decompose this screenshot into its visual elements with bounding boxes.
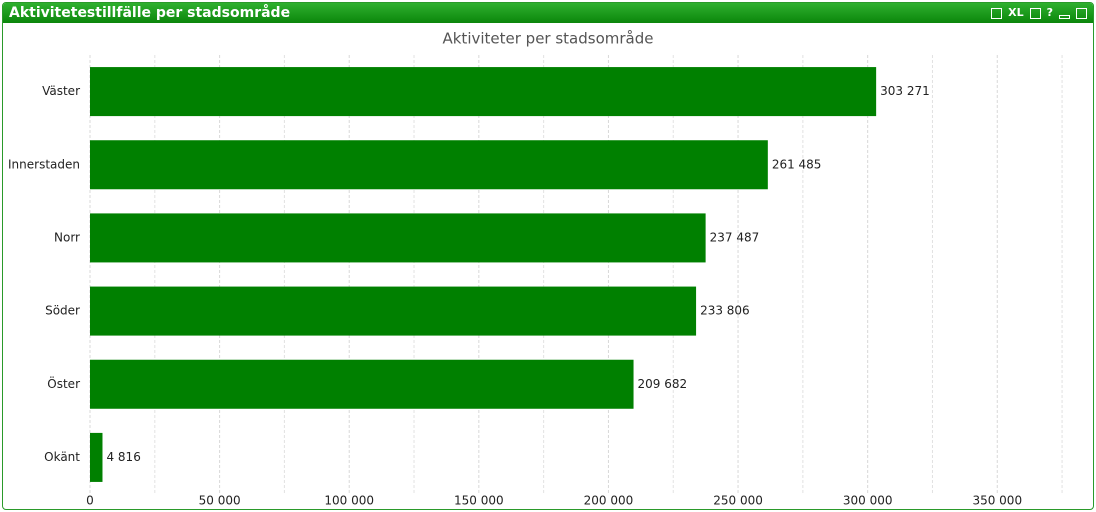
value-label: 4 816 <box>106 450 140 464</box>
x-tick-label: 50 000 <box>199 494 241 508</box>
y-tick-label: Söder <box>45 304 80 318</box>
bar <box>90 140 768 190</box>
x-tick-label: 150 000 <box>454 494 504 508</box>
excel-button[interactable]: XL <box>1008 6 1024 19</box>
y-tick-label: Norr <box>54 230 80 244</box>
value-label: 209 682 <box>638 377 688 391</box>
y-tick-label: Öster <box>47 375 80 391</box>
minimize-button[interactable] <box>1059 15 1070 19</box>
title-bar: Aktivitetestillfälle per stadsområde XL … <box>3 3 1093 23</box>
maximize-button[interactable] <box>1076 8 1087 19</box>
x-tick-label: 350 000 <box>972 494 1022 508</box>
x-tick-label: 0 <box>86 494 94 508</box>
value-label: 303 271 <box>880 84 930 98</box>
help-button[interactable]: ? <box>1046 6 1053 19</box>
bar <box>90 286 697 336</box>
x-tick-label: 200 000 <box>584 494 634 508</box>
bar <box>90 432 103 482</box>
bar <box>90 213 706 263</box>
bar <box>90 359 634 409</box>
y-tick-label: Väster <box>42 84 80 98</box>
window-title: Aktivitetestillfälle per stadsområde <box>9 5 291 21</box>
x-tick-label: 300 000 <box>843 494 893 508</box>
value-label: 233 806 <box>700 304 750 318</box>
restore-button[interactable] <box>1029 8 1041 19</box>
x-tick-label: 250 000 <box>713 494 763 508</box>
toolbar: XL ? <box>991 3 1087 23</box>
x-tick-label: 100 000 <box>324 494 374 508</box>
chart-title: Aktiviteter per stadsområde <box>442 30 653 48</box>
y-tick-label: Okänt <box>44 450 80 464</box>
value-label: 237 487 <box>710 230 760 244</box>
print-button[interactable] <box>991 8 1003 19</box>
y-tick-label: Innerstaden <box>8 157 80 171</box>
bar <box>90 67 877 117</box>
value-label: 261 485 <box>772 157 822 171</box>
